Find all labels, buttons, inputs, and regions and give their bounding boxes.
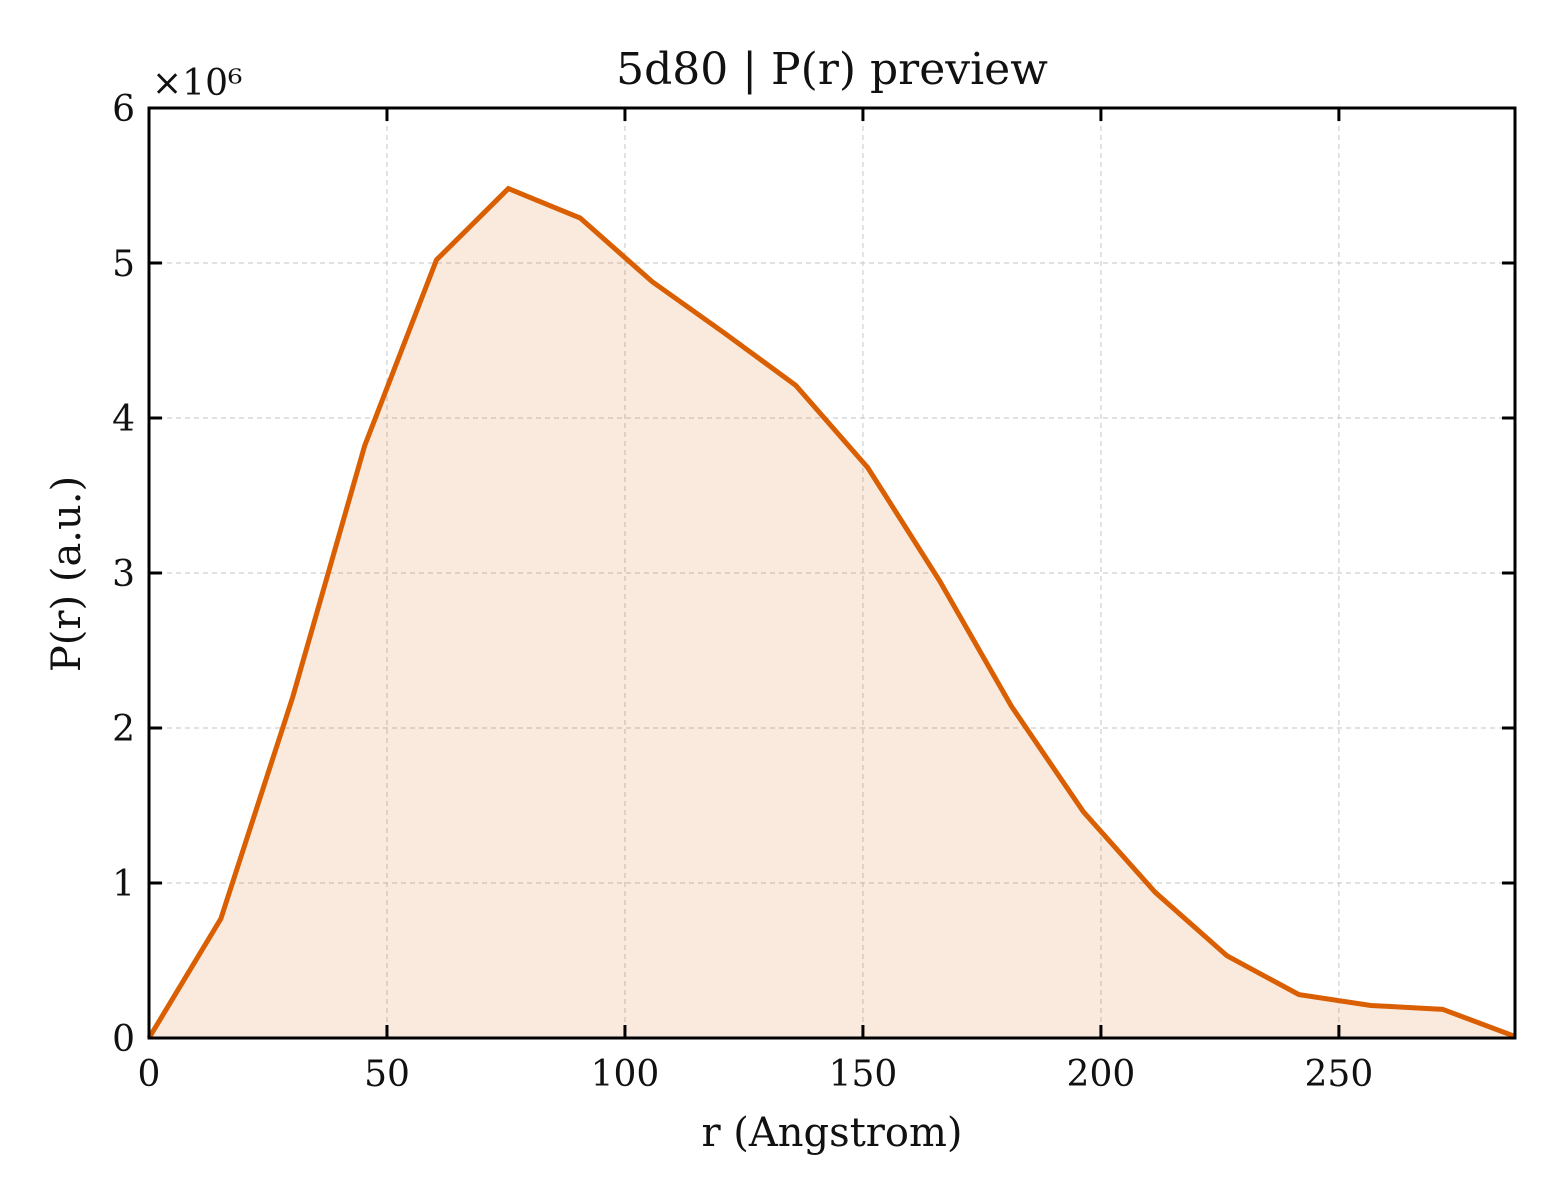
y-tick-label: 6	[112, 89, 135, 130]
y-tick-label: 0	[112, 1019, 135, 1060]
series-area-fill	[149, 188, 1515, 1039]
y-tick-label: 1	[112, 864, 135, 905]
y-tick-label: 5	[112, 244, 135, 285]
series-layer	[146, 185, 1516, 1040]
plot-frame	[147, 106, 1517, 1040]
x-tick-label: 100	[591, 1054, 660, 1095]
chart-title: 5d80 | P(r) preview	[616, 44, 1048, 95]
x-axis-label: r (Angstrom)	[701, 1110, 962, 1156]
y-tick-label: 3	[112, 554, 135, 595]
x-tick-label: 50	[364, 1054, 410, 1095]
axis-ticks: 0 50 100 150 200 250 0 1 2 3 4 5 6	[112, 89, 1515, 1095]
series-line	[146, 185, 1516, 1040]
y-axis-multiplier: ×10⁶	[152, 63, 242, 104]
x-tick-label: 150	[829, 1054, 898, 1095]
x-tick-label: 250	[1305, 1054, 1374, 1095]
x-tick-label: 0	[138, 1054, 161, 1095]
y-tick-label: 4	[112, 399, 135, 440]
x-tick-label: 200	[1067, 1054, 1136, 1095]
y-tick-label: 2	[112, 709, 135, 750]
y-axis-label: P(r) (a.u.)	[44, 476, 90, 672]
